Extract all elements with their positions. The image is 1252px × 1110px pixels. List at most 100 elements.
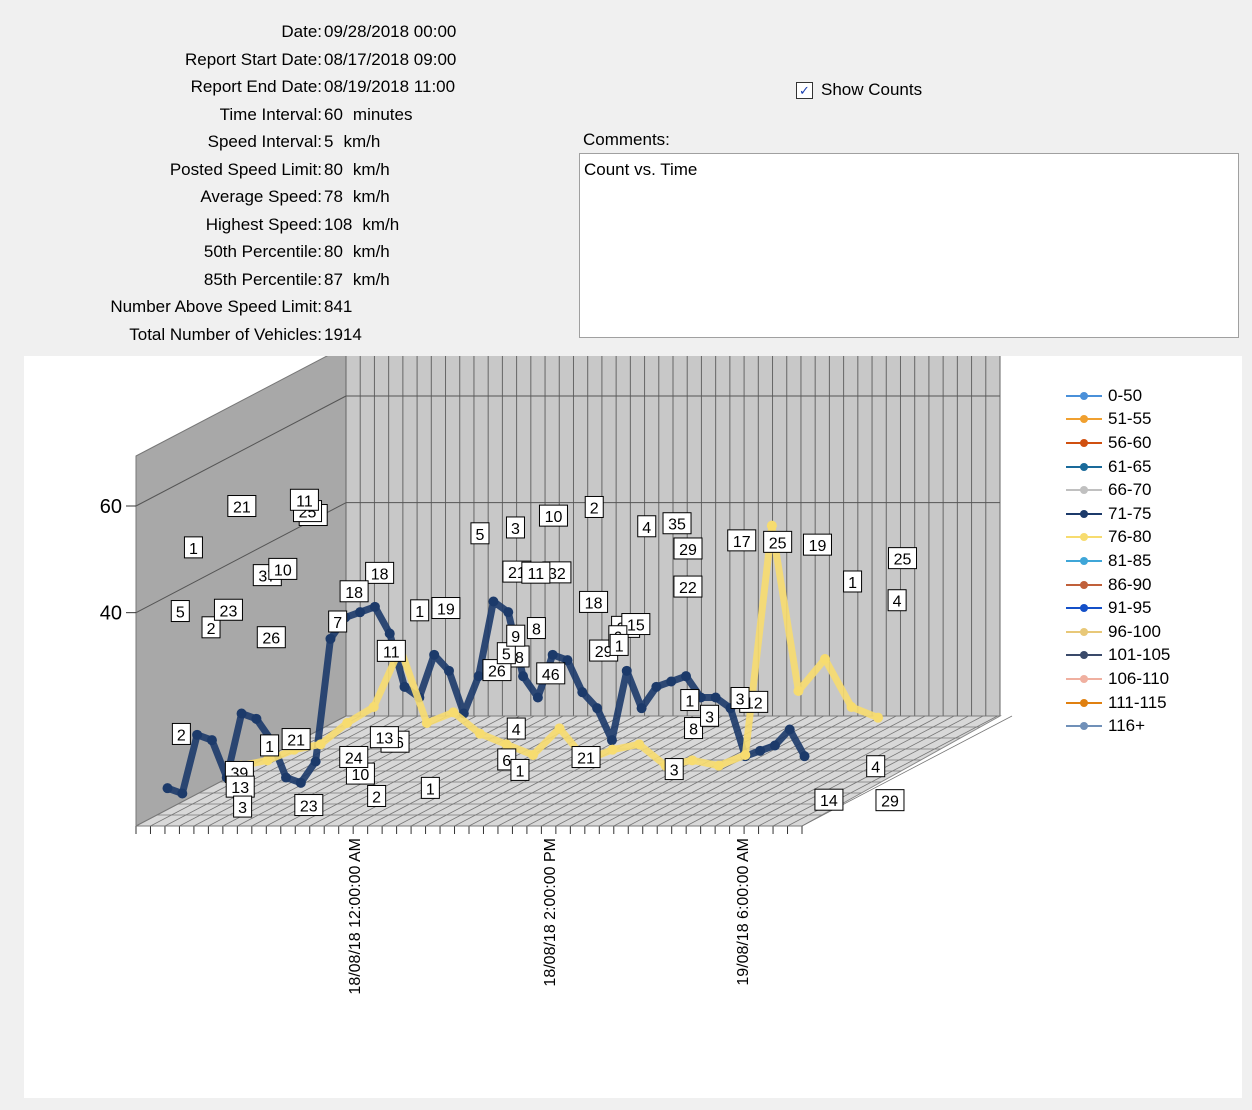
data-label-box <box>700 704 720 727</box>
data-label: 18 <box>585 595 603 612</box>
series-point <box>355 607 366 618</box>
comments-label: Comments: <box>583 130 670 149</box>
data-label: 22 <box>679 580 697 597</box>
legend-item: 71-75 <box>1066 502 1170 526</box>
data-label: 11 <box>296 493 313 510</box>
series-point <box>755 745 766 756</box>
data-label-box <box>609 633 629 656</box>
data-label: 1 <box>265 739 274 756</box>
series-point <box>607 744 618 755</box>
series-point <box>473 671 484 682</box>
info-label: Total Number of Vehicles: <box>129 324 322 344</box>
data-label: 5 <box>476 527 485 544</box>
series-point <box>342 718 353 728</box>
data-label: 1 <box>515 763 524 780</box>
show-counts-checkbox[interactable]: ✓ Show Counts <box>796 80 922 100</box>
info-label: Highest Speed: <box>205 214 322 234</box>
data-label: 23 <box>300 799 318 816</box>
data-label: 1 <box>848 575 857 592</box>
data-label-box <box>763 530 793 553</box>
info-row: Report Start Date: 08/17/2018 09:00 <box>0 46 560 74</box>
data-label: 17 <box>733 534 751 551</box>
data-label-box <box>376 639 406 662</box>
data-label: 10 <box>545 509 563 526</box>
legend-item: 61-65 <box>1066 455 1170 479</box>
series-point <box>554 723 565 734</box>
data-label: 19 <box>809 538 827 555</box>
series-point <box>636 703 647 714</box>
info-value-text: 08/19/2018 11:00 <box>324 77 456 96</box>
data-label-box <box>727 529 757 552</box>
info-row: Total Number of Vehicles: 1914 <box>0 321 560 349</box>
legend-swatch <box>1066 719 1102 733</box>
data-label: 21 <box>233 500 251 517</box>
data-label: 3 <box>511 521 520 538</box>
series-point <box>384 628 395 639</box>
series-point <box>527 750 538 760</box>
data-label-box <box>730 686 750 709</box>
info-value: 78 km/h <box>324 183 390 211</box>
data-label-box <box>536 662 566 685</box>
data-label-box <box>680 689 700 712</box>
comments-textbox[interactable]: Count vs. Time <box>579 153 1239 338</box>
series-point <box>710 692 721 703</box>
data-label: 21 <box>577 751 595 768</box>
info-value: 80 km/h <box>324 156 390 184</box>
checkbox-check-icon[interactable]: ✓ <box>796 81 813 99</box>
data-label: 29 <box>679 542 697 559</box>
legend-label: 86-90 <box>1108 574 1152 594</box>
legend-swatch <box>1066 601 1102 615</box>
data-label: 6 <box>502 753 511 770</box>
series-point <box>501 739 512 750</box>
series-point <box>315 739 326 750</box>
series-point <box>177 788 188 799</box>
series-point <box>766 520 777 531</box>
info-row: Highest Speed: 108 km/h <box>0 211 560 239</box>
legend-item: 116+ <box>1066 714 1170 738</box>
data-label-box <box>268 557 298 580</box>
info-value-text: 87 <box>324 269 343 289</box>
legend-label: 61-65 <box>1108 456 1152 476</box>
legend-item: 0-50 <box>1066 384 1170 408</box>
chart-panel: 60 40 18/08/18 12:00:00 AM 18/08/18 2:00:00… <box>24 356 1242 1098</box>
data-label-box <box>684 717 704 740</box>
series-point <box>592 703 603 714</box>
data-label-box <box>213 598 243 621</box>
info-value-text: 09/28/2018 00:00 <box>324 22 457 41</box>
data-label-box <box>664 758 684 781</box>
info-row: 85th Percentile: 87 km/h <box>0 266 560 294</box>
data-label-box <box>183 536 203 559</box>
y-tick-label: 40 <box>100 603 122 625</box>
series-point <box>192 729 203 740</box>
data-label: 3 <box>705 709 714 726</box>
series-point <box>784 724 795 735</box>
data-label-box <box>814 788 844 811</box>
data-label-box <box>888 547 918 570</box>
legend-label: 106-110 <box>1108 668 1170 688</box>
info-row: 50th Percentile: 80 km/h <box>0 238 560 266</box>
series-point <box>681 671 692 682</box>
series-point <box>399 681 410 692</box>
series-point <box>846 702 857 712</box>
series-point <box>206 735 217 746</box>
legend-item: 86-90 <box>1066 573 1170 597</box>
info-value: 1914 <box>324 321 362 349</box>
series-point <box>687 755 698 766</box>
info-label: Average Speed: <box>200 187 322 206</box>
data-label: 13 <box>231 780 249 797</box>
data-label: 15 <box>627 618 645 635</box>
legend-swatch <box>1066 578 1102 592</box>
legend-swatch <box>1066 696 1102 710</box>
legend-label: 0-50 <box>1108 385 1143 405</box>
data-label: 1 <box>415 604 424 621</box>
data-label: 5 <box>176 605 185 622</box>
x-tick-label: 19/08/18 6:00:00 AM <box>735 838 752 986</box>
data-label: 35 <box>668 517 686 534</box>
info-label: Speed Interval: <box>207 132 322 151</box>
legend-swatch <box>1066 389 1102 403</box>
data-label: 5 <box>502 647 511 664</box>
data-label-box <box>662 512 692 535</box>
legend-label: 76-80 <box>1108 527 1152 547</box>
data-label-box <box>367 784 387 807</box>
data-label: 24 <box>345 750 363 767</box>
